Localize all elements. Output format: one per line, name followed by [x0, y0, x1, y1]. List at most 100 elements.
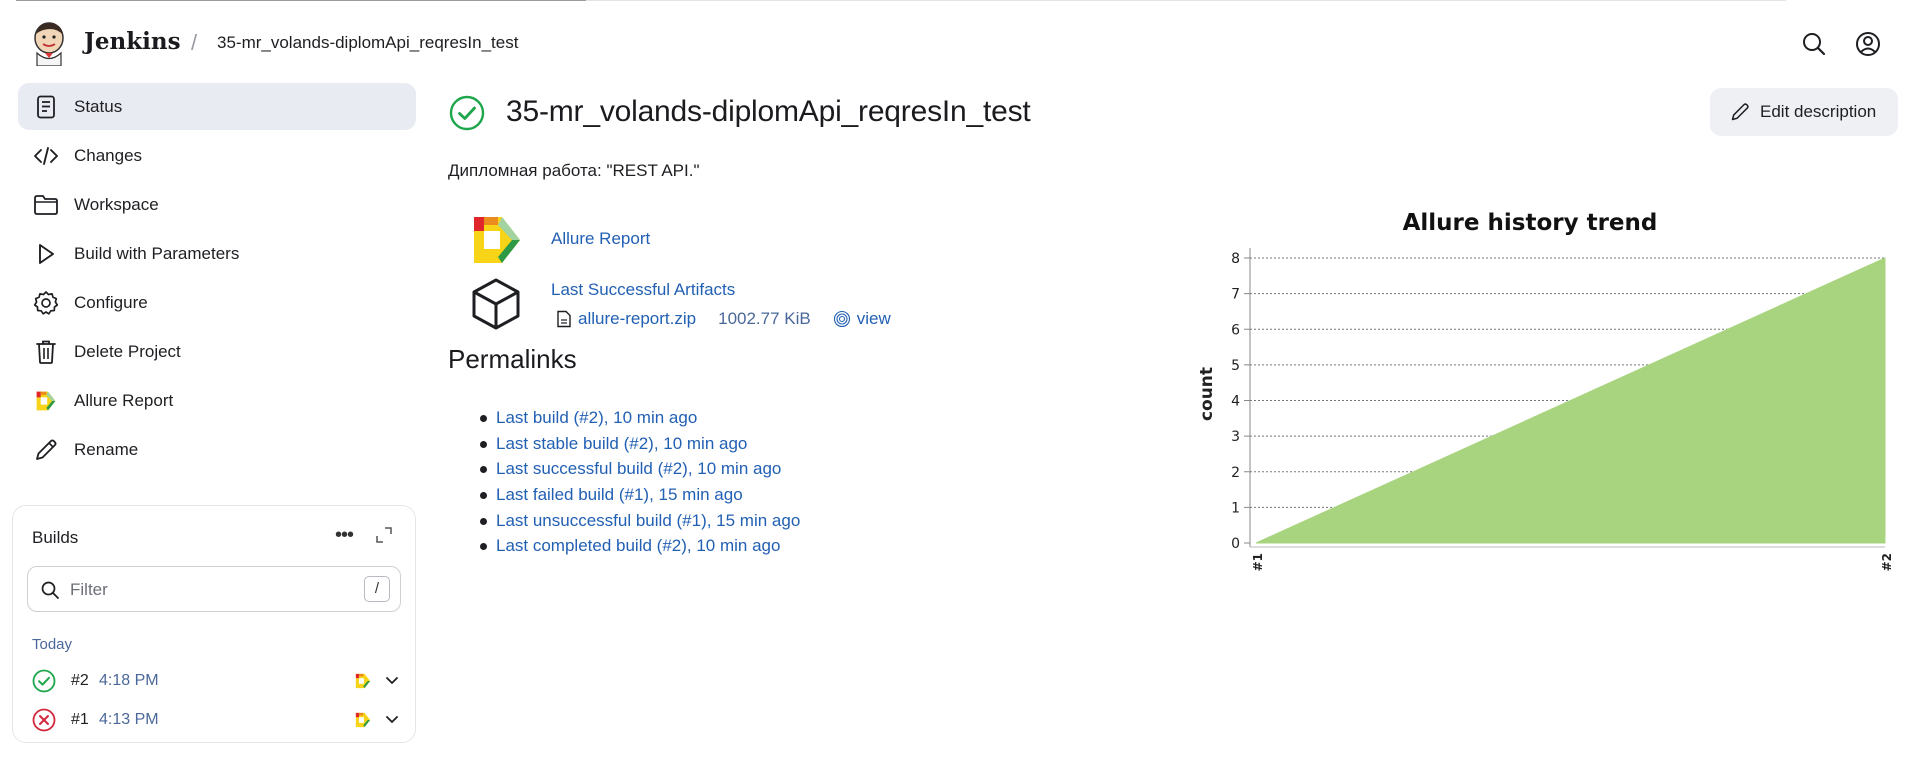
- trash-icon: [32, 338, 60, 366]
- permalink-item: Last unsuccessful build (#1), 15 min ago: [479, 510, 801, 536]
- chart-axes: 0 1 2 3 4 5 6 7 8 #1 #2: [1231, 248, 1894, 571]
- build-number[interactable]: #1: [71, 711, 89, 728]
- permalink-last-stable-build[interactable]: Last stable build (#2), 10 min ago: [496, 433, 748, 453]
- allure-logo-icon[interactable]: [468, 213, 526, 267]
- filter-input[interactable]: [70, 577, 330, 603]
- success-status-icon: [449, 95, 485, 131]
- page-title: 35-mr_volands-diplomApi_reqresIn_test: [506, 95, 1031, 128]
- job-description: Дипломная работа: "REST API.": [448, 161, 700, 180]
- sidebar-item-configure[interactable]: Configure: [18, 279, 416, 326]
- breadcrumb-separator: /: [191, 30, 198, 55]
- permalink-last-successful-build[interactable]: Last successful build (#2), 10 min ago: [496, 459, 782, 479]
- x-tick-label: #2: [1880, 553, 1894, 571]
- user-icon[interactable]: [1854, 30, 1882, 58]
- permalink-item: Last build (#2), 10 min ago: [479, 407, 800, 433]
- filter-field: /: [27, 566, 401, 612]
- permalink-item: Last stable build (#2), 10 min ago: [479, 433, 800, 459]
- sidebar-item-workspace[interactable]: Workspace: [18, 181, 416, 228]
- edit-description-button[interactable]: Edit description: [1710, 88, 1898, 136]
- sidebar: Status Changes Workspace Build with Para…: [18, 83, 416, 475]
- sidebar-item-label: Workspace: [74, 194, 159, 214]
- file-icon: [557, 310, 571, 328]
- page-header: Jenkins / 35-mr_volands-diplomApi_reqres…: [0, 0, 1907, 84]
- pencil-icon: [1731, 103, 1749, 121]
- artifact-size: 1002.77 KiB: [718, 309, 811, 328]
- chart-y-axis-label: count: [1197, 367, 1217, 421]
- allure-icon[interactable]: [354, 711, 372, 729]
- y-tick-label: 2: [1231, 465, 1240, 481]
- permalink-last-failed-build[interactable]: Last failed build (#1), 15 min ago: [496, 485, 743, 505]
- document-icon: [32, 93, 60, 121]
- y-tick-label: 8: [1231, 251, 1240, 267]
- y-tick-label: 0: [1231, 536, 1240, 552]
- permalinks-list: Last build (#2), 10 min ago Last stable …: [479, 407, 801, 561]
- folder-icon: [32, 191, 60, 219]
- chevron-down-icon[interactable]: [384, 711, 400, 727]
- permalink-last-unsuccessful-build[interactable]: Last unsuccessful build (#1), 15 min ago: [496, 510, 801, 530]
- sidebar-item-label: Rename: [74, 439, 139, 459]
- search-icon[interactable]: [1800, 30, 1828, 58]
- build-row[interactable]: #1 4:13 PM: [31, 705, 401, 735]
- sidebar-item-delete-project[interactable]: Delete Project: [18, 328, 416, 375]
- pencil-icon: [32, 436, 60, 464]
- jenkins-brand[interactable]: Jenkins: [84, 28, 181, 55]
- sidebar-item-status[interactable]: Status: [18, 83, 416, 130]
- permalink-last-build[interactable]: Last build (#2), 10 min ago: [496, 408, 698, 427]
- permalink-item: Last failed build (#1), 15 min ago: [479, 484, 800, 510]
- expand-icon[interactable]: [375, 526, 393, 544]
- build-time[interactable]: 4:18 PM: [99, 672, 159, 689]
- sidebar-item-label: Configure: [74, 292, 148, 312]
- permalinks-heading: Permalinks: [448, 344, 577, 374]
- y-tick-label: 5: [1231, 358, 1240, 374]
- chart-title: Allure history trend: [1403, 210, 1658, 236]
- search-icon: [41, 581, 59, 599]
- allure-history-trend-chart[interactable]: Allure history trend count 0 1 2 3 4 5 6 7 8 #1 #2: [1160, 200, 1900, 580]
- sidebar-item-allure-report[interactable]: Allure Report: [18, 377, 416, 424]
- artifact-download-link[interactable]: allure-report.zip: [578, 309, 697, 328]
- jenkins-logo-icon[interactable]: [30, 20, 68, 66]
- permalink-item: Last successful build (#2), 10 min ago: [479, 458, 800, 484]
- sidebar-item-build-with-parameters[interactable]: Build with Parameters: [18, 230, 416, 277]
- success-icon: [32, 669, 56, 693]
- play-icon: [32, 240, 60, 268]
- permalink-item: Last completed build (#2), 10 min ago: [479, 535, 800, 561]
- build-row[interactable]: #2 4:18 PM: [31, 666, 401, 696]
- sidebar-item-label: Status: [74, 96, 123, 116]
- chart-plot-area: [1255, 257, 1886, 544]
- sidebar-item-rename[interactable]: Rename: [18, 426, 416, 473]
- allure-report-link[interactable]: Allure Report: [551, 229, 651, 248]
- package-icon: [472, 278, 520, 330]
- builds-panel: Builds ••• / Today #2 4:18 PM #1 4:13 PM: [12, 505, 416, 743]
- chevron-down-icon[interactable]: [384, 672, 400, 688]
- allure-icon[interactable]: [354, 672, 372, 690]
- artifact-view-link[interactable]: view: [856, 309, 891, 328]
- chart-area-series: [1255, 257, 1886, 544]
- code-icon: [32, 142, 60, 170]
- breadcrumb-job[interactable]: 35-mr_volands-diplomApi_reqresIn_test: [217, 33, 519, 52]
- x-tick-label: #1: [1251, 553, 1265, 571]
- y-tick-label: 3: [1231, 429, 1240, 445]
- last-successful-artifacts-link[interactable]: Last Successful Artifacts: [551, 280, 736, 299]
- failed-icon: [32, 708, 56, 732]
- sidebar-item-label: Build with Parameters: [74, 243, 240, 263]
- artifact-row: allure-report.zip 1002.77 KiB view: [556, 308, 891, 330]
- gear-icon: [32, 289, 60, 317]
- permalink-last-completed-build[interactable]: Last completed build (#2), 10 min ago: [496, 536, 781, 556]
- sidebar-item-label: Changes: [74, 145, 143, 165]
- build-number[interactable]: #2: [71, 672, 89, 689]
- y-tick-label: 4: [1231, 394, 1240, 410]
- allure-icon: [32, 387, 60, 415]
- fingerprint-icon[interactable]: [833, 310, 851, 328]
- y-tick-label: 1: [1231, 500, 1240, 516]
- edit-description-label: Edit description: [1760, 102, 1877, 121]
- builds-group-label: Today: [32, 636, 73, 653]
- build-time[interactable]: 4:13 PM: [99, 711, 159, 728]
- builds-title: Builds: [32, 528, 79, 547]
- filter-shortcut-key: /: [364, 576, 390, 602]
- sidebar-item-label: Allure Report: [74, 390, 174, 410]
- y-tick-label: 6: [1231, 322, 1240, 338]
- sidebar-item-changes[interactable]: Changes: [18, 132, 416, 179]
- more-options-button[interactable]: •••: [335, 524, 354, 546]
- sidebar-item-label: Delete Project: [74, 341, 181, 361]
- y-tick-label: 7: [1231, 287, 1240, 303]
